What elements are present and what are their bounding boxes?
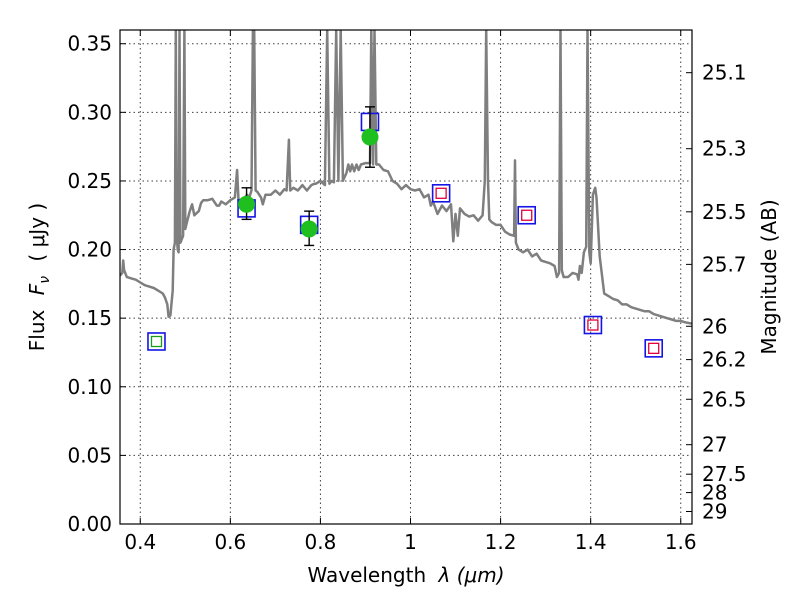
y-axis-label: Flux Fν ( μJy ) bbox=[25, 203, 54, 351]
observed-point bbox=[238, 195, 256, 213]
model-flux-box bbox=[583, 315, 603, 335]
y2-tick-label: 25.5 bbox=[702, 200, 747, 224]
inner-flux-box bbox=[648, 342, 660, 355]
plot-area bbox=[120, 30, 692, 358]
x-tick-label: 1 bbox=[404, 530, 417, 554]
y2-tick-label: 28 bbox=[702, 481, 727, 505]
y-tick-label: 0.15 bbox=[67, 306, 112, 330]
model-flux-box bbox=[147, 332, 166, 351]
y2-tick-label: 25.3 bbox=[702, 137, 747, 161]
y2-tick-label: 27.5 bbox=[702, 462, 747, 486]
x-tick-label: 1.4 bbox=[575, 530, 607, 554]
observed-point bbox=[300, 220, 318, 238]
y-tick-label: 0.05 bbox=[67, 443, 112, 467]
grid bbox=[120, 30, 692, 525]
y-tick-label: 0.20 bbox=[67, 238, 112, 262]
y2-tick-label: 25.1 bbox=[702, 61, 747, 85]
inner-flux-box bbox=[521, 209, 533, 221]
y2-tick-label: 26.5 bbox=[702, 387, 747, 411]
inner-flux-box bbox=[587, 319, 599, 331]
x-tick-label: 0.6 bbox=[214, 530, 246, 554]
y2-tick-label: 26.2 bbox=[702, 348, 747, 372]
y-tick-label: 0.10 bbox=[67, 375, 112, 399]
inner-flux-box bbox=[150, 335, 163, 348]
plot-frame bbox=[119, 29, 693, 525]
model-flux-box bbox=[644, 339, 664, 358]
y2-tick-label: 29 bbox=[702, 500, 727, 524]
y-tick-label: 0.35 bbox=[67, 32, 112, 56]
y2-tick-label: 25.7 bbox=[702, 252, 747, 276]
observed-point bbox=[361, 128, 379, 146]
x-tick-label: 0.4 bbox=[124, 530, 156, 554]
y-tick-label: 0.25 bbox=[67, 169, 112, 193]
inner-flux-box bbox=[435, 187, 447, 199]
x-tick-label: 0.8 bbox=[305, 530, 337, 554]
model-flux-box bbox=[431, 183, 451, 203]
spectrum-line bbox=[120, 30, 692, 325]
axis-ticks: 0.4 0.6 0.8 1 1.2 1.4 1.6 0.00 0.05 0.10 0.15 0.20 0… bbox=[67, 30, 747, 554]
model-flux-box bbox=[517, 205, 537, 225]
y2-tick-label: 26 bbox=[702, 314, 727, 338]
y-tick-label: 0.00 bbox=[67, 512, 112, 536]
y-tick-label: 0.30 bbox=[67, 100, 112, 124]
y2-tick-label: 27 bbox=[702, 433, 727, 457]
y2-axis-label: Magnitude (AB) bbox=[757, 199, 781, 354]
x-tick-label: 1.6 bbox=[665, 530, 697, 554]
x-tick-label: 1.2 bbox=[485, 530, 517, 554]
x-axis-label: Wavelength λ (μm) bbox=[307, 563, 504, 587]
